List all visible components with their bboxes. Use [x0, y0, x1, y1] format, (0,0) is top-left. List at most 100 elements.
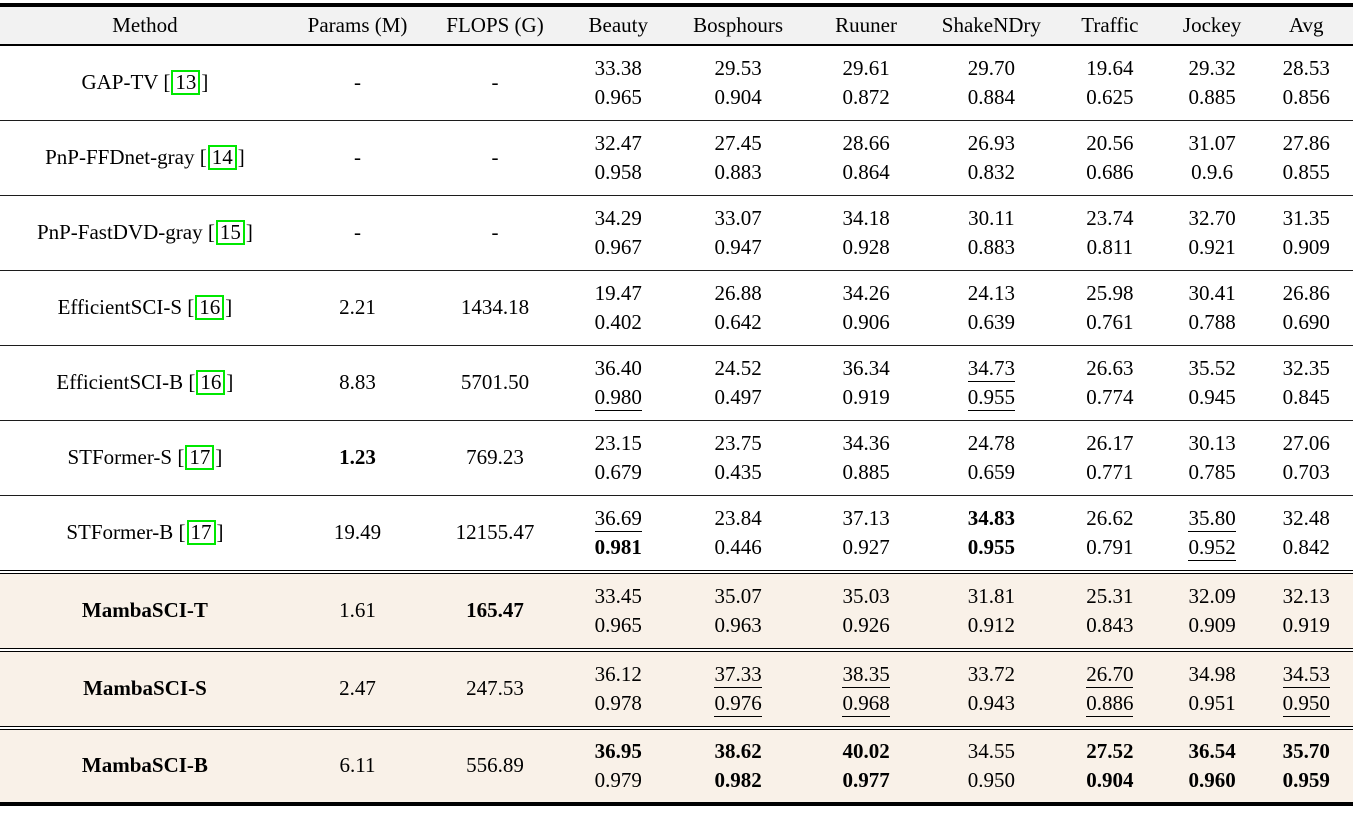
metric-cell-jockey: 30.41 0.788	[1164, 270, 1260, 346]
citation-link[interactable]: 16	[196, 370, 226, 395]
ssim-value: 0.980	[594, 384, 642, 411]
ssim-value: 0.761	[1086, 309, 1134, 334]
header-row: Method Params (M) FLOPS (G) Beauty Bosphours…	[0, 5, 1353, 46]
column-header-flops-g: FLOPS (G)	[425, 5, 565, 46]
metric-cell-shakendry: 33.72 0.943	[928, 651, 1055, 726]
psnr-value: 34.83	[967, 505, 1015, 530]
metric-cell-traffic: 20.56 0.686	[1055, 120, 1165, 196]
column-header-bosphours: Bosphours	[671, 5, 805, 46]
psnr-value: 30.41	[1188, 280, 1236, 305]
ssim-value: 0.945	[1188, 384, 1236, 409]
ssim-value: 0.978	[594, 690, 642, 715]
method-name: STFormer-B	[66, 520, 174, 544]
table-header: Method Params (M) FLOPS (G) Beauty Bosphours…	[0, 5, 1353, 46]
method-cell: GAP-TV [13]	[0, 45, 290, 121]
ssim-value: 0.979	[594, 767, 642, 792]
ssim-value: 0.928	[842, 234, 890, 259]
double-rule-separator	[0, 569, 1353, 574]
psnr-value: 31.07	[1188, 130, 1236, 155]
psnr-value: 36.54	[1188, 738, 1236, 763]
metric-cell-shakendry: 31.81 0.912	[928, 573, 1055, 648]
method-name: PnP-FastDVD-gray	[36, 220, 203, 244]
ssim-value: 0.951	[1188, 690, 1236, 715]
table-row-stformer-b: STFormer-B [17] 19.49 12155.47 36.69 0.981 23…	[0, 495, 1353, 570]
psnr-value: 31.35	[1282, 205, 1330, 230]
ssim-value: 0.885	[842, 459, 890, 484]
psnr-value: 32.35	[1282, 355, 1330, 380]
method-name: GAP-TV	[81, 70, 159, 95]
citation-link[interactable]: 17	[185, 445, 215, 470]
metric-cell-beauty: 23.15 0.679	[564, 420, 672, 496]
psnr-value: 34.18	[842, 205, 890, 230]
ssim-value: 0.446	[714, 534, 762, 559]
metric-cell-traffic: 27.52 0.904	[1055, 729, 1165, 804]
ssim-value: 0.952	[1188, 534, 1236, 561]
metric-cell-jockey: 35.52 0.945	[1164, 345, 1260, 421]
method-cell: STFormer-B [17]	[66, 520, 224, 545]
citation-link[interactable]: 16	[195, 295, 225, 320]
method-name: EfficientSCI-S	[57, 295, 182, 319]
citation-link[interactable]: 15	[215, 220, 245, 245]
flops-cell-value: -	[491, 70, 499, 95]
ssim-value: 0.927	[842, 534, 890, 559]
flops-cell: 556.89	[425, 729, 564, 804]
params-cell: 1.23	[289, 420, 426, 496]
metric-cell-traffic: 26.17 0.771	[1055, 420, 1165, 496]
psnr-value: 34.98	[1188, 661, 1236, 686]
psnr-value: 23.15	[594, 430, 642, 455]
psnr-value: 34.55	[967, 738, 1015, 763]
metric-cell-beauty: 36.69 0.981	[565, 495, 672, 570]
metric-cell-beauty: 36.95 0.979	[565, 729, 672, 804]
ssim-value: 0.659	[967, 459, 1015, 484]
ssim-value: 0.703	[1282, 459, 1330, 484]
metric-cell-ruuner: 34.18 0.928	[804, 195, 928, 271]
ssim-value: 0.832	[967, 159, 1015, 184]
metric-cell-traffic: 26.70 0.886	[1055, 651, 1165, 726]
params-cell: -	[289, 195, 426, 271]
psnr-value: 23.84	[714, 505, 762, 530]
metric-cell-traffic: 25.98 0.761	[1055, 270, 1165, 346]
method-cell: STFormer-S [17]	[0, 420, 290, 496]
metric-cell-bosphours: 37.33 0.976	[672, 651, 805, 726]
method-cell: PnP-FastDVD-gray [15]	[0, 195, 290, 271]
metric-cell-jockey: 34.98 0.951	[1165, 651, 1260, 726]
params-cell-value: 19.49	[333, 520, 382, 544]
column-header-ruuner: Ruuner	[804, 5, 928, 46]
table-row-mambasci-b: MambaSCI-B 6.11 556.89 36.95 0.979 38.62 0.982…	[0, 729, 1353, 804]
psnr-value: 20.56	[1086, 130, 1134, 155]
metric-cell-jockey: 30.13 0.785	[1164, 420, 1260, 496]
ssim-value: 0.977	[842, 767, 890, 792]
flops-cell-value: 12155.47	[455, 520, 535, 544]
metric-cell-jockey: 32.70 0.921	[1164, 195, 1260, 271]
ssim-value: 0.686	[1086, 159, 1134, 184]
metric-cell-avg: 31.35 0.909	[1259, 195, 1353, 271]
psnr-value: 35.80	[1188, 505, 1236, 532]
metric-cell-jockey: 29.32 0.885	[1164, 45, 1260, 121]
ssim-value: 0.950	[967, 767, 1015, 792]
ssim-value: 0.843	[1086, 612, 1134, 637]
metric-cell-beauty: 33.38 0.965	[564, 45, 672, 121]
metric-cell-traffic: 25.31 0.843	[1055, 573, 1165, 648]
metric-cell-bosphours: 29.53 0.904	[671, 45, 805, 121]
ssim-value: 0.967	[594, 234, 642, 259]
metric-cell-beauty: 32.47 0.958	[564, 120, 672, 196]
flops-cell-value: 1434.18	[460, 295, 530, 319]
metric-cell-jockey: 32.09 0.909	[1165, 573, 1260, 648]
citation-link[interactable]: 14	[207, 145, 237, 170]
column-header-shakendry: ShakeNDry	[927, 5, 1055, 46]
psnr-value: 26.63	[1086, 355, 1134, 380]
method-cell: MambaSCI-B	[0, 729, 290, 804]
metric-cell-bosphours: 27.45 0.883	[671, 120, 805, 196]
psnr-value: 26.17	[1086, 430, 1134, 455]
metric-cell-ruuner: 36.34 0.919	[804, 345, 928, 421]
table-row-efficientsci-s: EfficientSCI-S [16] 2.21 1434.18 19.47 0.402…	[0, 270, 1353, 346]
citation-link[interactable]: 17	[186, 520, 216, 545]
metric-cell-traffic: 26.63 0.774	[1055, 345, 1165, 421]
metric-cell-shakendry: 34.73 0.955	[927, 345, 1055, 421]
psnr-value: 33.72	[967, 661, 1015, 686]
psnr-value: 28.53	[1282, 55, 1330, 80]
ssim-value: 0.982	[714, 767, 762, 792]
citation-link[interactable]: 13	[171, 70, 201, 96]
psnr-value: 31.81	[967, 583, 1015, 608]
ssim-value: 0.981	[594, 534, 642, 559]
